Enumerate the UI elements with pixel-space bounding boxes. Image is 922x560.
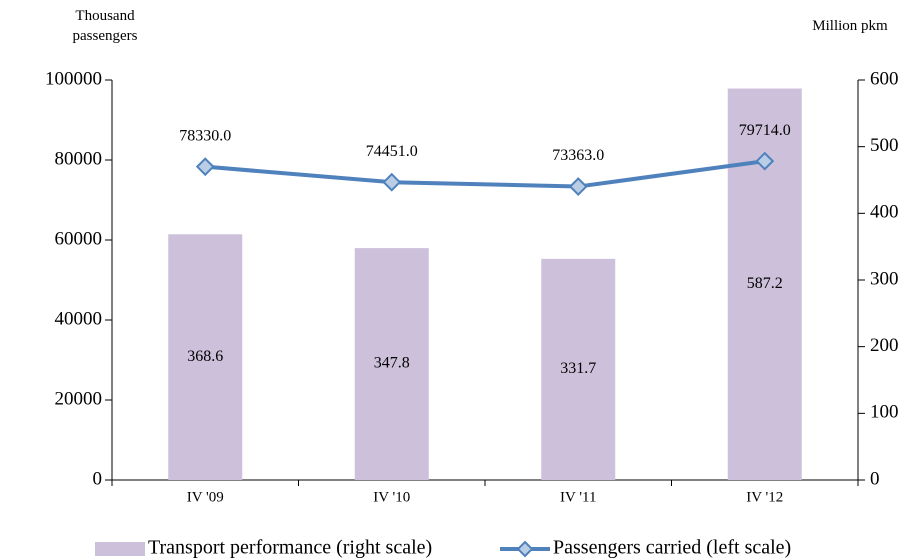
y2-tick-label: 200 [870,335,899,356]
marker [382,172,402,192]
bar [354,248,429,480]
legend-label: Passengers carried (left scale) [553,537,791,559]
bar [541,258,616,480]
y2-tick-label: 0 [870,468,880,489]
y2-tick-label: 400 [870,202,899,223]
y2-tick-label: 500 [870,135,899,156]
y-tick-label: 100000 [45,68,102,89]
marker [755,151,775,171]
line-value-label: 78330.0 [179,127,231,144]
bar-value-label: 587.2 [747,275,783,292]
y2-tick-label: 100 [870,402,899,423]
marker [568,177,588,196]
y-axis-label: Thousand passengers [72,8,138,44]
y-tick-label: 60000 [55,228,103,249]
y2-tick-label: 300 [870,268,899,289]
y-tick-label: 80000 [55,148,103,169]
y-tick-label: 40000 [55,308,103,329]
y-tick-label: 20000 [55,388,103,409]
line [205,159,766,189]
legend-swatch [95,542,145,556]
x-tick-label: IV '09 [187,489,224,505]
marker [195,157,215,177]
bar-value-label: 347.8 [374,355,410,372]
x-tick-label: IV '10 [373,489,410,505]
y2-tick-label: 600 [870,68,899,89]
line-value-label: 74451.0 [366,143,418,160]
y-tick-label: 0 [93,468,103,489]
y2-axis-label: Million pkm [812,18,888,34]
legend-label: Transport performance (right scale) [148,537,432,559]
bar [168,234,243,480]
line-value-label: 79714.0 [739,122,791,139]
line-value-label: 73363.0 [552,147,604,164]
bar-value-label: 368.6 [187,348,223,365]
x-tick-label: IV '12 [746,489,783,505]
x-tick-label: IV '11 [560,489,596,505]
legend-marker [516,540,534,558]
bar-value-label: 331.7 [560,360,596,377]
